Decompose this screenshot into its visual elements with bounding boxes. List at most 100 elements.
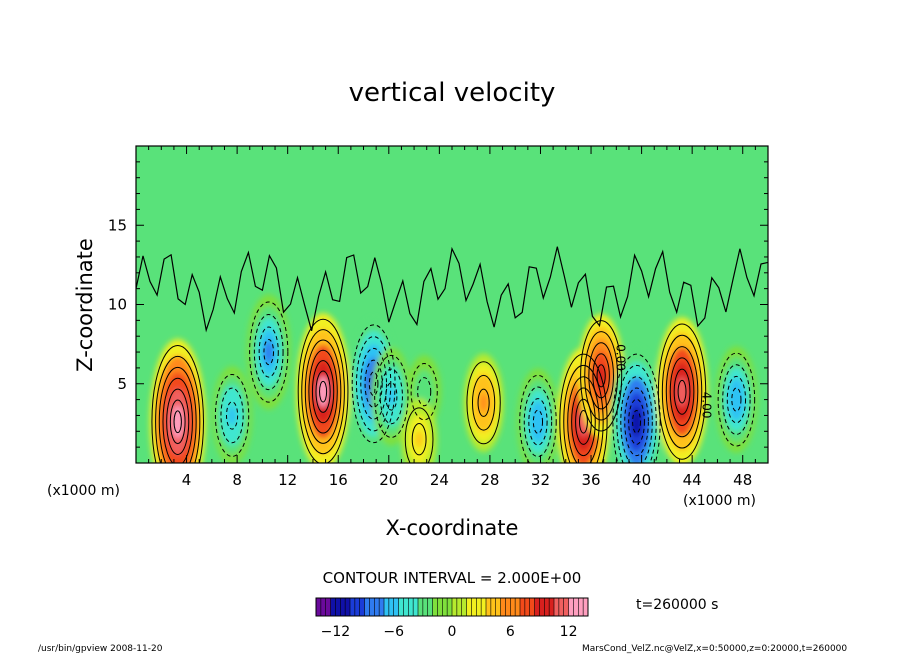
field-cell-13-4: [732, 388, 741, 411]
colorbar-swatch-52: [568, 598, 574, 616]
colorbar: [315, 598, 589, 616]
colorbar-swatch-4: [335, 598, 341, 616]
contour-label-0: 0.00: [613, 344, 627, 371]
colorbar-swatch-33: [476, 598, 482, 616]
field-cell-7-4: [479, 392, 488, 413]
colorbar-swatch-25: [437, 598, 443, 616]
colorbar-swatch-55: [583, 598, 589, 616]
contour-ring-12-1: [677, 379, 687, 404]
contour-lines: 0.00 4.00: [136, 246, 768, 463]
y-tick-label-2: 15: [108, 216, 127, 234]
colorbar-swatch-41: [515, 598, 521, 616]
contour-ring-11-6: [612, 353, 661, 463]
contour-ring-0-3: [166, 388, 190, 455]
colorbar-swatch-43: [524, 598, 531, 616]
contour-ring-5-3: [374, 354, 409, 438]
colorbar-swatch-35: [486, 598, 492, 616]
contour-ring-9-3: [571, 387, 596, 457]
contour-ring-2-2: [258, 326, 279, 378]
contour-ring-1-2: [220, 387, 244, 444]
colorbar-swatch-45: [534, 598, 540, 616]
contour-ring-9-6: [559, 353, 608, 463]
contour-ring-10-1: [596, 364, 606, 388]
x-tick-label-8: 36: [581, 471, 600, 489]
contour-label-1: 4.00: [699, 392, 713, 419]
x-tick-label-1: 8: [232, 471, 242, 489]
colorbar-swatch-12: [374, 598, 380, 616]
contour-ring-3-5: [304, 339, 342, 444]
contour-ring-4-4: [355, 336, 392, 432]
colorbar-swatch-28: [452, 598, 458, 616]
chart-title: vertical velocity: [349, 78, 556, 108]
contour-ring-11-4: [620, 376, 653, 463]
contour-ring-5-2: [379, 368, 403, 425]
colorbar-swatch-29: [456, 598, 463, 616]
colorbar-swatch-7: [350, 598, 356, 616]
colorbar-swatch-1: [320, 598, 327, 616]
colorbar-swatch-32: [471, 598, 477, 616]
field-cell-6-4: [420, 384, 428, 399]
contour-ring-6-2: [410, 363, 438, 421]
x-axis-ticks: 4 8 12 16 20 24 28 32 36 40 44 48: [148, 146, 756, 489]
colorbar-swatch-16: [393, 598, 399, 616]
contour-ring-0-4: [162, 377, 193, 463]
contour-ring-13-4: [717, 352, 756, 447]
colorbar-swatch-50: [558, 598, 565, 616]
contour-ring-11-1: [632, 410, 641, 434]
contour-ring-12-5: [661, 334, 703, 449]
colorbar-swatch-24: [432, 598, 438, 616]
contour-ring-7-2: [471, 374, 496, 431]
colorbar-swatch-27: [447, 598, 453, 616]
contour-ring-4-1: [368, 371, 379, 397]
contour-ring-11-2: [628, 398, 645, 445]
contour-ring-9-2: [575, 398, 592, 445]
x-tick-label-3: 16: [329, 471, 348, 489]
contour-ring-10-2: [592, 353, 610, 399]
contour-ring-12-2: [673, 368, 691, 415]
x-tick-label-4: 20: [379, 471, 398, 489]
colorbar-swatch-54: [578, 598, 584, 616]
x-axis-label: X-coordinate: [386, 516, 519, 540]
colorbar-swatch-40: [510, 598, 516, 616]
contour-ring-6-1: [417, 377, 432, 407]
colorbar-swatch-51: [563, 598, 569, 616]
colorbar-tick-label-2: 0: [448, 624, 457, 640]
contour-ring-11-3: [624, 387, 649, 457]
colorbar-swatch-21: [418, 598, 424, 616]
contour-ring-13-2: [726, 375, 747, 424]
colorbar-swatch-0: [316, 598, 322, 616]
contour-ring-13-3: [722, 364, 751, 435]
colorbar-swatch-8: [354, 598, 361, 616]
contour-ring-0-6: [155, 355, 201, 463]
colorbar-swatch-13: [379, 598, 385, 616]
colorbar-swatch-26: [442, 598, 448, 616]
colorbar-swatch-6: [345, 598, 351, 616]
contour-ring-4-3: [360, 347, 387, 420]
colorbar-swatch-34: [481, 598, 487, 616]
colorbar-swatch-20: [413, 598, 419, 616]
contour-ring-12-6: [657, 323, 707, 460]
contour-ring-3-3: [311, 360, 335, 424]
colorbar-swatch-10: [364, 598, 370, 616]
colorbar-tick-label-1: −6: [383, 624, 404, 640]
contour-ring-14-1: [411, 423, 427, 456]
contour-ring-3-6: [301, 329, 345, 455]
y-axis-label: Z-coordinate: [73, 238, 97, 372]
contour-ring-1-3: [214, 373, 250, 457]
x-tick-label-0: 4: [182, 471, 192, 489]
colorbar-tick-label-0: −12: [321, 624, 351, 640]
x-tick-label-9: 40: [632, 471, 651, 489]
field-cell-5-4: [387, 386, 396, 407]
colorbar-swatch-46: [539, 598, 545, 616]
x-tick-label-2: 12: [278, 471, 297, 489]
colorbar-swatch-5: [340, 598, 346, 616]
colorbar-swatch-15: [388, 598, 395, 616]
contour-ring-3-4: [308, 349, 338, 434]
colorbar-swatch-30: [461, 598, 467, 616]
colorbar-swatch-39: [505, 598, 511, 616]
contour-ring-2-1: [263, 339, 275, 366]
y-axis-ticks: 5 10 15: [108, 161, 768, 448]
contour-ring-10-5: [580, 320, 623, 432]
contour-ring-4-5: [351, 324, 396, 444]
